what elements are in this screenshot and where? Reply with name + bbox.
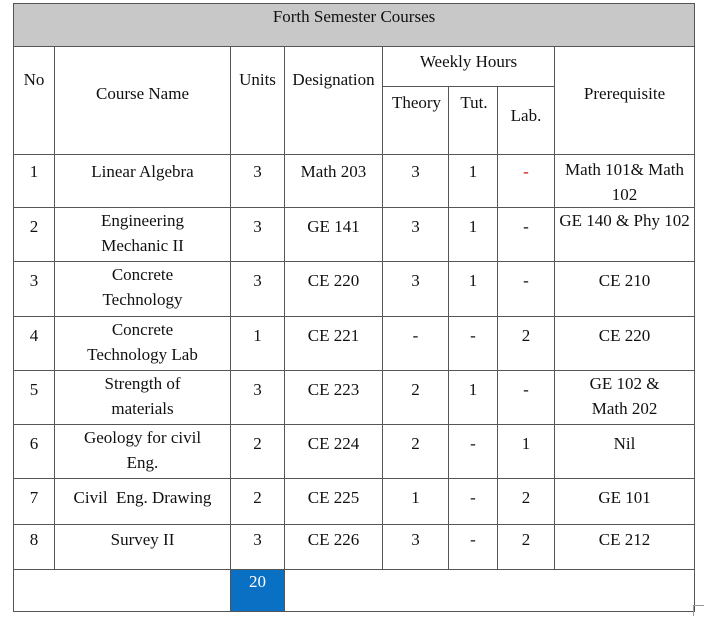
total-spacer-right [283,569,696,612]
table-row: 4 Concrete Technology Lab 1 CE 221 - - 2… [13,316,696,371]
cell-prerequisite: GE 102 & Math 202 [553,370,696,425]
table-row: 8 Survey II 3 CE 226 3 - 2 CE 212 [13,524,696,570]
table-row: 5 Strength of materials 3 CE 223 2 1 - G… [13,370,696,425]
cell-course-name: Survey II [54,524,231,570]
cell-theory: 2 [382,370,449,425]
cell-course-name: Linear Algebra [54,154,231,208]
header-tut: Tut. [448,86,498,155]
cell-prerequisite: GE 101 [553,478,696,525]
table-row: 3 Concrete Technology 3 CE 220 3 1 - CE … [13,261,696,317]
cell-designation: CE 223 [284,370,383,425]
cell-lab: 1 [497,424,555,479]
cell-course-name: Geology for civil Eng. [54,424,231,479]
total-row: 20 [13,569,696,612]
cell-no: 7 [13,478,55,525]
table-row: 7 Civil Eng. Drawing 2 CE 225 1 - 2 GE 1… [13,478,696,525]
cell-no: 5 [13,370,55,425]
header-no: No [13,46,55,155]
cell-lab: 2 [497,524,555,570]
cell-theory: 3 [382,524,449,570]
cell-theory: 3 [382,154,449,208]
table-title: Forth Semester Courses [12,3,696,47]
cell-no: 2 [13,207,55,262]
cell-designation: CE 226 [284,524,383,570]
cell-tut: - [448,424,498,479]
total-spacer-left [13,569,231,612]
total-units: 20 [230,569,285,612]
cell-prerequisite: CE 210 [553,261,696,317]
header-prerequisite: Prerequisite [553,46,696,155]
cell-theory: 3 [382,207,449,262]
cell-prerequisite: Math 101& Math 102 [553,154,696,208]
cell-tut: 1 [448,370,498,425]
header-theory: Theory [382,86,449,155]
header-weekly-hours: Weekly Hours [382,46,555,87]
cell-designation: CE 220 [284,261,383,317]
cell-course-name: Strength of materials [54,370,231,425]
cell-units: 1 [230,316,285,371]
cell-designation: CE 221 [284,316,383,371]
cell-designation: CE 225 [284,478,383,525]
cell-units: 3 [230,207,285,262]
cell-designation: Math 203 [284,154,383,208]
cell-theory: 3 [382,261,449,317]
cell-course-name: Concrete Technology [54,261,231,317]
cell-tut: - [448,524,498,570]
cell-prerequisite: Nil [553,424,696,479]
cell-no: 6 [13,424,55,479]
cell-units: 3 [230,524,285,570]
cell-designation: CE 224 [284,424,383,479]
cell-no: 3 [13,261,55,317]
cell-lab: - [497,154,555,208]
cell-tut: 1 [448,207,498,262]
cell-theory: 1 [382,478,449,525]
cell-tut: 1 [448,154,498,208]
header-lab: Lab. [497,86,555,155]
header-course-name: Course Name [54,46,231,155]
cell-theory: 2 [382,424,449,479]
cell-lab: - [497,370,555,425]
header-designation: Designation [284,46,383,155]
cell-course-name: Engineering Mechanic II [54,207,231,262]
cell-units: 2 [230,478,285,525]
cell-tut: - [448,316,498,371]
cell-no: 8 [13,524,55,570]
cell-units: 3 [230,154,285,208]
cell-no: 1 [13,154,55,208]
cell-tut: 1 [448,261,498,317]
courses-table: Forth Semester Courses No Course Name Un… [12,3,696,612]
cell-units: 3 [230,261,285,317]
cell-course-name: Civil Eng. Drawing [54,478,231,525]
cell-prerequisite: CE 220 [553,316,696,371]
cell-designation: GE 141 [284,207,383,262]
cell-lab: - [497,261,555,317]
cell-course-name: Concrete Technology Lab [54,316,231,371]
cell-lab: 2 [497,478,555,525]
header-units: Units [230,46,285,155]
cell-lab: 2 [497,316,555,371]
corner-mark [693,605,704,616]
cell-units: 3 [230,370,285,425]
table-row: 1 Linear Algebra 3 Math 203 3 1 - Math 1… [13,154,696,208]
table-row: 6 Geology for civil Eng. 2 CE 224 2 - 1 … [13,424,696,479]
cell-tut: - [448,478,498,525]
cell-prerequisite: CE 212 [553,524,696,570]
cell-lab: - [497,207,555,262]
cell-prerequisite: GE 140 & Phy 102 [553,207,696,262]
table-row: 2 Engineering Mechanic II 3 GE 141 3 1 -… [13,207,696,262]
cell-theory: - [382,316,449,371]
cell-units: 2 [230,424,285,479]
cell-no: 4 [13,316,55,371]
